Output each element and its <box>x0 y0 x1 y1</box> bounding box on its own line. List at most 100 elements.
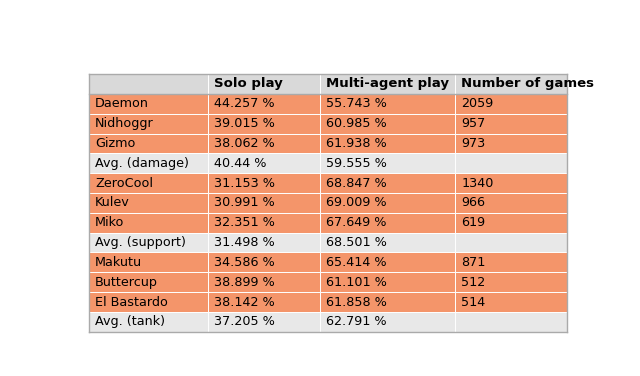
Text: 61.858 %: 61.858 % <box>326 296 387 309</box>
Bar <box>209 312 320 332</box>
Text: Solo play: Solo play <box>214 77 283 91</box>
Bar <box>89 153 209 173</box>
Text: 44.257 %: 44.257 % <box>214 97 275 110</box>
Text: 37.205 %: 37.205 % <box>214 315 275 328</box>
Bar <box>320 233 455 252</box>
Text: 512: 512 <box>461 276 486 289</box>
Text: Nidhoggr: Nidhoggr <box>95 117 154 130</box>
Text: 60.985 %: 60.985 % <box>326 117 387 130</box>
Bar <box>320 173 455 193</box>
Bar <box>209 233 320 252</box>
Text: 61.101 %: 61.101 % <box>326 276 387 289</box>
Bar <box>209 94 320 114</box>
Text: 30.991 %: 30.991 % <box>214 196 275 209</box>
Text: 67.649 %: 67.649 % <box>326 216 387 229</box>
Bar <box>455 114 567 133</box>
Bar <box>89 173 209 193</box>
Text: 1340: 1340 <box>461 177 493 190</box>
Bar <box>455 94 567 114</box>
Bar <box>455 272 567 292</box>
Bar <box>455 252 567 272</box>
Bar <box>320 292 455 312</box>
Bar <box>89 252 209 272</box>
Text: Kulev: Kulev <box>95 196 130 209</box>
Bar <box>320 153 455 173</box>
Text: El Bastardo: El Bastardo <box>95 296 168 309</box>
Bar <box>209 153 320 173</box>
Text: 40.44 %: 40.44 % <box>214 157 267 170</box>
Bar <box>209 213 320 233</box>
Bar <box>320 252 455 272</box>
Text: Gizmo: Gizmo <box>95 137 135 150</box>
Text: 61.938 %: 61.938 % <box>326 137 387 150</box>
Text: 68.501 %: 68.501 % <box>326 236 387 249</box>
Bar <box>455 153 567 173</box>
Bar <box>89 74 209 94</box>
Text: 2059: 2059 <box>461 97 493 110</box>
Bar <box>455 193 567 213</box>
Bar <box>320 74 455 94</box>
Bar <box>320 114 455 133</box>
Bar <box>89 312 209 332</box>
Text: 65.414 %: 65.414 % <box>326 256 387 269</box>
Bar <box>455 74 567 94</box>
Bar <box>455 292 567 312</box>
Bar <box>209 193 320 213</box>
Bar <box>89 114 209 133</box>
Text: 38.142 %: 38.142 % <box>214 296 275 309</box>
Text: Avg. (support): Avg. (support) <box>95 236 186 249</box>
Text: 62.791 %: 62.791 % <box>326 315 387 328</box>
Bar <box>89 94 209 114</box>
Text: 514: 514 <box>461 296 486 309</box>
Text: Multi-agent play: Multi-agent play <box>326 77 449 91</box>
Bar <box>455 133 567 153</box>
Bar <box>209 173 320 193</box>
Bar <box>320 133 455 153</box>
Bar <box>89 133 209 153</box>
Bar <box>89 292 209 312</box>
Text: Buttercup: Buttercup <box>95 276 158 289</box>
Text: 59.555 %: 59.555 % <box>326 157 387 170</box>
Bar <box>89 213 209 233</box>
Bar <box>89 193 209 213</box>
Text: 973: 973 <box>461 137 486 150</box>
Text: 619: 619 <box>461 216 485 229</box>
Text: 38.899 %: 38.899 % <box>214 276 275 289</box>
Bar <box>320 272 455 292</box>
Bar <box>320 193 455 213</box>
Text: 34.586 %: 34.586 % <box>214 256 275 269</box>
Bar <box>209 74 320 94</box>
Bar <box>89 233 209 252</box>
Text: 55.743 %: 55.743 % <box>326 97 387 110</box>
Text: Daemon: Daemon <box>95 97 149 110</box>
Text: 32.351 %: 32.351 % <box>214 216 275 229</box>
Bar <box>320 213 455 233</box>
Text: 966: 966 <box>461 196 485 209</box>
Text: 31.498 %: 31.498 % <box>214 236 275 249</box>
Bar <box>209 252 320 272</box>
Bar <box>320 94 455 114</box>
Text: Avg. (damage): Avg. (damage) <box>95 157 189 170</box>
Text: 68.847 %: 68.847 % <box>326 177 387 190</box>
Text: Avg. (tank): Avg. (tank) <box>95 315 165 328</box>
Bar <box>320 312 455 332</box>
Bar <box>455 213 567 233</box>
Bar <box>89 272 209 292</box>
Text: 31.153 %: 31.153 % <box>214 177 275 190</box>
Text: 38.062 %: 38.062 % <box>214 137 275 150</box>
Text: 69.009 %: 69.009 % <box>326 196 387 209</box>
Text: 957: 957 <box>461 117 486 130</box>
Bar <box>455 173 567 193</box>
Text: Miko: Miko <box>95 216 124 229</box>
Text: Makutu: Makutu <box>95 256 142 269</box>
Bar <box>209 292 320 312</box>
Bar <box>209 114 320 133</box>
Bar <box>209 272 320 292</box>
Text: ZeroCool: ZeroCool <box>95 177 153 190</box>
Text: 39.015 %: 39.015 % <box>214 117 275 130</box>
Bar <box>209 133 320 153</box>
Bar <box>455 233 567 252</box>
Text: Number of games: Number of games <box>461 77 594 91</box>
Bar <box>455 312 567 332</box>
Text: 871: 871 <box>461 256 486 269</box>
